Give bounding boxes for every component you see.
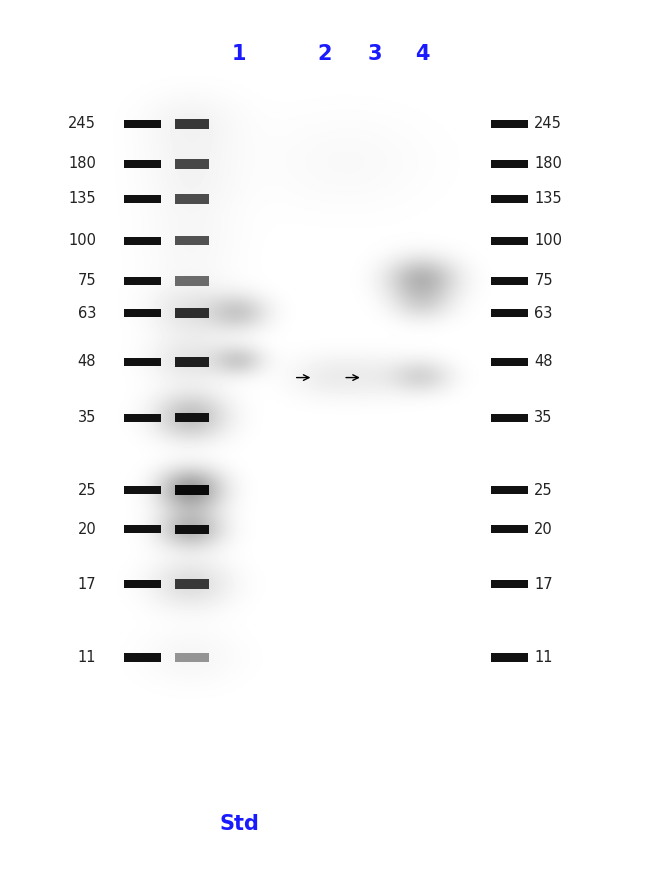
Bar — [491, 236, 528, 245]
Text: 20: 20 — [534, 521, 553, 537]
Bar — [124, 580, 161, 589]
Bar — [124, 653, 161, 662]
Text: 48: 48 — [78, 354, 96, 370]
Text: 63: 63 — [534, 305, 552, 321]
Bar — [124, 194, 161, 203]
Bar — [175, 652, 209, 663]
Bar — [175, 358, 209, 366]
Bar — [175, 235, 209, 246]
Text: 180: 180 — [68, 156, 96, 172]
Bar — [491, 119, 528, 128]
Bar — [175, 159, 209, 168]
Text: 35: 35 — [534, 410, 552, 426]
Bar — [175, 308, 209, 317]
Bar — [124, 160, 161, 168]
Text: 245: 245 — [534, 116, 562, 132]
Bar — [175, 485, 209, 495]
Bar — [124, 119, 161, 128]
Text: 75: 75 — [77, 273, 96, 289]
Bar — [491, 276, 528, 285]
Text: 135: 135 — [68, 191, 96, 207]
Bar — [175, 525, 209, 534]
Bar — [491, 413, 528, 422]
Bar — [175, 119, 209, 128]
Text: 25: 25 — [534, 482, 553, 498]
Bar — [124, 276, 161, 285]
Text: 1: 1 — [232, 44, 246, 64]
Text: 245: 245 — [68, 116, 96, 132]
Text: 2: 2 — [318, 44, 332, 64]
Text: 20: 20 — [77, 521, 96, 537]
Bar — [491, 653, 528, 662]
Bar — [491, 486, 528, 494]
Bar — [124, 236, 161, 245]
Bar — [491, 194, 528, 203]
Bar — [124, 358, 161, 366]
Text: 17: 17 — [77, 576, 96, 592]
Text: 17: 17 — [534, 576, 553, 592]
Bar — [491, 358, 528, 366]
Bar — [491, 580, 528, 589]
Bar — [124, 413, 161, 422]
Text: 3: 3 — [367, 44, 382, 64]
Bar — [175, 412, 209, 422]
Text: 75: 75 — [534, 273, 553, 289]
Bar — [491, 525, 528, 534]
Text: 63: 63 — [78, 305, 96, 321]
Text: 48: 48 — [534, 354, 552, 370]
Bar — [124, 525, 161, 534]
Bar — [491, 160, 528, 168]
Text: 135: 135 — [534, 191, 562, 207]
Bar — [175, 579, 209, 589]
Bar — [491, 309, 528, 317]
Text: 100: 100 — [534, 233, 562, 249]
Bar — [175, 276, 209, 285]
Text: 25: 25 — [77, 482, 96, 498]
Bar — [124, 309, 161, 317]
Text: 4: 4 — [415, 44, 430, 64]
Text: 100: 100 — [68, 233, 96, 249]
Bar — [124, 486, 161, 494]
Text: 180: 180 — [534, 156, 562, 172]
Text: 11: 11 — [78, 650, 96, 665]
Bar — [175, 194, 209, 203]
Text: 11: 11 — [534, 650, 552, 665]
Text: Std: Std — [219, 814, 259, 834]
Text: 35: 35 — [78, 410, 96, 426]
